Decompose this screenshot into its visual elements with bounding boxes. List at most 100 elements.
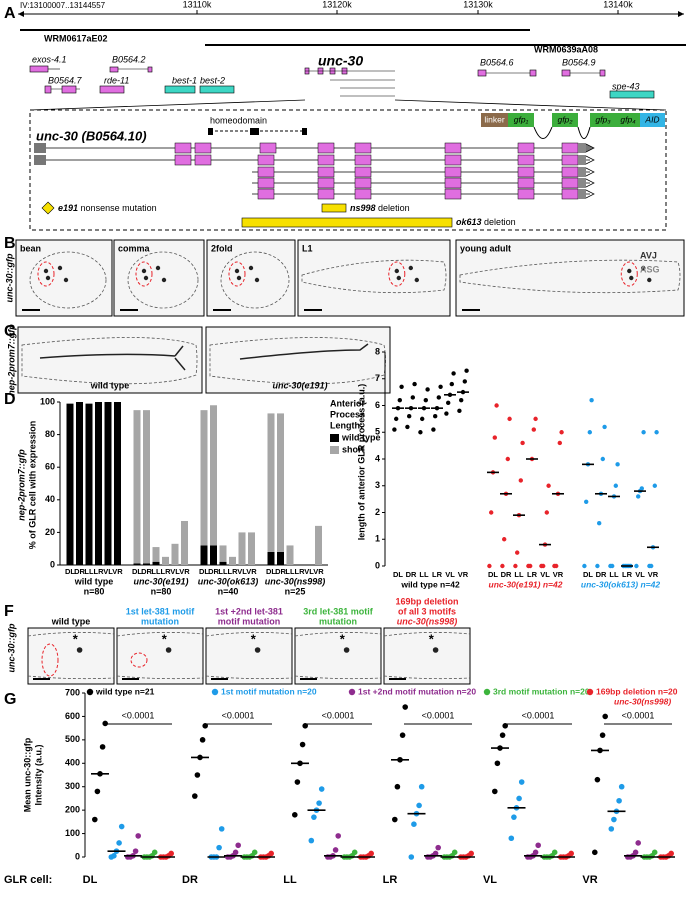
point (168, 850, 174, 857)
exon (354, 166, 372, 178)
bar-segment (152, 561, 160, 565)
image-label: wild type (51, 616, 91, 626)
image (205, 326, 391, 394)
cell (394, 268, 399, 274)
x-tick-label: VR (648, 570, 659, 579)
point (518, 779, 525, 785)
x-tick-label: DR (596, 570, 607, 579)
bar-segment (267, 413, 275, 552)
x-tick-label: VR (112, 567, 123, 576)
legend-label: 3rd motif mutation n=20 (493, 686, 590, 696)
legend-dot (586, 688, 594, 696)
point (589, 397, 594, 403)
outline (383, 632, 471, 680)
exon (257, 188, 275, 200)
gene-label: B0564.7 (48, 75, 83, 85)
y-tick-label: 400 (65, 758, 80, 768)
bar-segment (162, 556, 169, 565)
exon (517, 142, 535, 154)
stage-label: comma (118, 243, 151, 253)
image (116, 627, 204, 685)
legend-text: nonsense mutation (81, 203, 157, 213)
x-tick-label: LL (151, 567, 161, 576)
legend-dot (348, 688, 356, 696)
zoom-line (29, 99, 306, 111)
exon (354, 177, 372, 189)
x-tick-label: DR (74, 567, 85, 576)
point (332, 847, 339, 853)
exon (194, 142, 212, 154)
legend-dot (211, 688, 219, 696)
point (435, 844, 442, 851)
tag-loops (533, 126, 591, 139)
cell (254, 277, 260, 283)
homeodomain (208, 128, 307, 135)
exon (444, 154, 462, 166)
point (405, 424, 410, 430)
point (608, 826, 615, 832)
outline (116, 632, 204, 680)
cell (396, 275, 401, 281)
point (431, 427, 436, 432)
exon (354, 142, 372, 154)
y-label: unc-30::gfp (4, 253, 14, 302)
point (492, 788, 498, 795)
point (559, 430, 564, 435)
bar-segment (114, 402, 121, 565)
gene-label: rde-11 (104, 75, 129, 85)
point (407, 414, 412, 419)
coordinates: IV:13100007..13144557 (20, 1, 106, 10)
outline (459, 259, 681, 294)
x-tick-label: VL (483, 874, 497, 886)
x-tick-label: DR (501, 570, 512, 579)
x-tick-label: LL (419, 570, 429, 579)
ns998-bar (321, 203, 347, 213)
exon (517, 166, 535, 178)
panel-label: B (4, 235, 16, 252)
legend-entry: ok613 deletion (456, 217, 516, 227)
tag-part (640, 113, 665, 127)
point (151, 849, 158, 856)
point (505, 456, 510, 462)
point (351, 849, 358, 856)
exon (354, 154, 372, 166)
point (600, 456, 605, 462)
cell (43, 268, 49, 274)
image (206, 239, 296, 317)
point (416, 802, 422, 809)
outline (127, 251, 199, 309)
bar-segment (152, 547, 160, 562)
y-tick-label: 8 (375, 346, 380, 356)
tag-label: gfp₄ (620, 114, 636, 124)
bar-segment (248, 532, 255, 565)
image-label: unc-30(e191) (272, 380, 327, 390)
legend-dot (483, 688, 491, 696)
point (595, 563, 600, 569)
point (632, 849, 639, 856)
gene-label: best-2 (200, 75, 225, 85)
p-value: <0.0001 (622, 710, 655, 720)
point (397, 397, 402, 403)
exon (517, 188, 535, 200)
x-tick-label: VL (103, 567, 113, 576)
point (423, 397, 428, 403)
point (436, 395, 441, 400)
point (557, 440, 562, 446)
exon (317, 154, 335, 166)
image (113, 239, 205, 317)
tag-label: gfp₂ (557, 114, 573, 124)
point (515, 550, 520, 555)
bar-segment (277, 551, 284, 565)
legend-text: deletion (378, 203, 410, 213)
exon (444, 177, 462, 189)
gene-label: best-1 (172, 75, 197, 85)
cell (641, 265, 646, 271)
point (554, 563, 559, 569)
legend-dot (86, 688, 94, 696)
point (500, 563, 505, 569)
cell (45, 275, 51, 281)
arrow (585, 155, 595, 165)
point (616, 797, 622, 804)
ruler-label: 13140k (603, 0, 633, 9)
x-tick-label: LL (84, 567, 94, 576)
